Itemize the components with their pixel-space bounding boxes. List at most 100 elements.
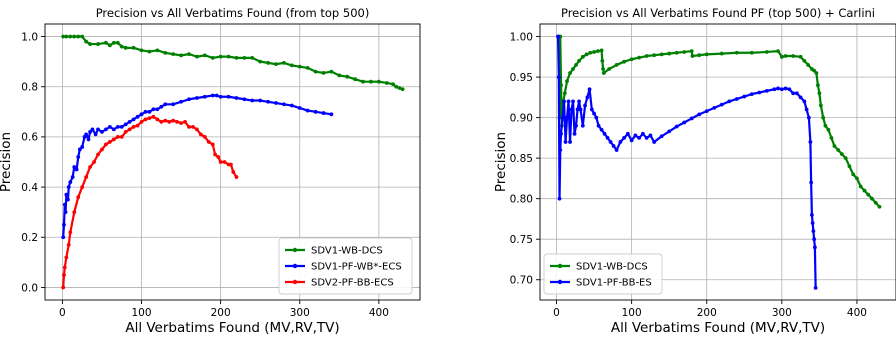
left-series-2-point-25 bbox=[147, 116, 152, 120]
left-series-1-point-23 bbox=[107, 124, 112, 129]
left-xtick-label-0: 0 bbox=[59, 307, 66, 319]
left-series-1-point-12 bbox=[77, 147, 82, 152]
right-series-1-point-72 bbox=[811, 229, 816, 234]
left-series-0-point-37 bbox=[305, 66, 310, 70]
left-legend-label-1: SDV1-PF-WB*-ECS bbox=[311, 262, 402, 273]
left-series-2-point-7 bbox=[76, 195, 81, 200]
left-series-0-point-24 bbox=[202, 53, 207, 58]
right-series-1-point-45 bbox=[682, 120, 687, 125]
right-series-1-point-26 bbox=[599, 127, 604, 132]
left-series-2-point-36 bbox=[191, 124, 195, 129]
left-series-2-point-41 bbox=[210, 142, 215, 147]
left-ytick-label-0: 0.0 bbox=[21, 282, 38, 294]
left-series-0-point-31 bbox=[258, 59, 263, 64]
right-series-0-point-22 bbox=[614, 63, 619, 67]
right-series-0-point-18 bbox=[600, 58, 605, 63]
right-series-1-point-10 bbox=[568, 140, 572, 144]
left-series-0-point-41 bbox=[337, 73, 342, 78]
right-xtick-label-2: 200 bbox=[697, 307, 717, 319]
right-series-1 bbox=[556, 34, 818, 290]
left-series-2-point-43 bbox=[216, 155, 221, 159]
right-series-1-point-2 bbox=[557, 196, 562, 201]
left-series-1-point-48 bbox=[242, 97, 247, 102]
right-series-0-point-60 bbox=[843, 156, 848, 161]
left-series-0-point-11 bbox=[111, 40, 116, 45]
right-series-1-point-3 bbox=[558, 148, 563, 152]
right-series-1-point-8 bbox=[565, 115, 569, 120]
right-series-1-point-15 bbox=[575, 107, 580, 112]
right-series-1-point-31 bbox=[614, 148, 619, 152]
left-series-0-point-23 bbox=[194, 54, 199, 59]
right-series-0-point-35 bbox=[704, 52, 709, 57]
right-series-1-point-73 bbox=[812, 237, 817, 242]
left-series-0-point-28 bbox=[234, 55, 239, 60]
right-series-1-point-23 bbox=[592, 111, 596, 116]
right-series-1-point-67 bbox=[806, 115, 811, 120]
left-series-2-point-5 bbox=[68, 230, 73, 235]
left-xtick-label-3: 300 bbox=[290, 307, 310, 319]
left-series-1-point-26 bbox=[119, 124, 124, 129]
left-series-0-point-36 bbox=[297, 64, 302, 69]
right-series-1-point-42 bbox=[659, 134, 664, 139]
left-series-0 bbox=[61, 34, 405, 92]
right-series-1-point-58 bbox=[776, 86, 780, 91]
right-series-1-point-13 bbox=[572, 131, 577, 136]
right-series-1-point-21 bbox=[587, 87, 592, 92]
left-series-2-point-4 bbox=[66, 242, 71, 247]
left-series-1-point-13 bbox=[80, 145, 85, 149]
right-series-0-point-44 bbox=[798, 54, 803, 59]
left-series-0-point-48 bbox=[391, 82, 396, 87]
left-series-2-point-28 bbox=[159, 119, 164, 124]
left-series-2-point-48 bbox=[231, 170, 236, 174]
right-series-0-point-10 bbox=[574, 63, 578, 67]
right-series-0-point-64 bbox=[858, 184, 863, 189]
right-series-1-point-36 bbox=[633, 133, 638, 138]
right-series-0-point-32 bbox=[689, 49, 694, 54]
right-series-0-point-15 bbox=[592, 50, 596, 54]
left-series-1-point-51 bbox=[266, 99, 271, 104]
left-series-2-point-24 bbox=[143, 117, 148, 122]
left-series-0-point-34 bbox=[282, 60, 286, 65]
right-series-0-point-49 bbox=[814, 71, 819, 75]
right-series-0-point-46 bbox=[806, 63, 811, 67]
right-series-0-point-55 bbox=[826, 127, 831, 132]
left-series-0-point-39 bbox=[321, 71, 326, 75]
left-xtick-label-4: 400 bbox=[369, 307, 389, 319]
left-y-axis-label: Precision bbox=[0, 132, 14, 192]
left-series-1-point-17 bbox=[88, 129, 92, 134]
right-series-0-point-9 bbox=[571, 67, 575, 71]
right-series-0-point-66 bbox=[866, 192, 871, 197]
right-series-1-point-49 bbox=[712, 105, 717, 110]
left-series-0-point-35 bbox=[289, 63, 294, 68]
left-series-0-point-10 bbox=[107, 43, 112, 48]
left-series-0-point-43 bbox=[353, 77, 358, 82]
right-series-0-point-62 bbox=[851, 172, 856, 177]
left-series-2-point-6 bbox=[72, 210, 77, 215]
right-series-1-point-27 bbox=[602, 131, 607, 136]
right-series-0-point-61 bbox=[847, 164, 852, 169]
left-series-1-point-19 bbox=[93, 132, 98, 137]
right-legend-marker-0 bbox=[557, 263, 563, 269]
left-series-1-point-38 bbox=[171, 102, 176, 107]
left-series-2-point-21 bbox=[131, 124, 136, 129]
left-series-1-point-34 bbox=[151, 107, 156, 112]
right-series-0-point-37 bbox=[734, 50, 739, 55]
left-series-1-point-36 bbox=[159, 104, 164, 109]
left-chart: 0 100 200 300 400 0.0 0.2 0.4 0.6 0.8 1.0 Precision… bbox=[0, 6, 421, 336]
left-series-1-point-9 bbox=[72, 165, 77, 169]
right-series-0-point-26 bbox=[644, 54, 649, 58]
right-series-1-point-46 bbox=[689, 116, 694, 121]
right-series-0-point-59 bbox=[840, 152, 844, 156]
left-series-1-point-35 bbox=[155, 107, 160, 112]
left-series-1-point-25 bbox=[115, 124, 120, 129]
left-series-0-point-40 bbox=[329, 69, 334, 74]
left-series-2-point-30 bbox=[167, 119, 172, 124]
left-series-0-point-3 bbox=[72, 34, 77, 39]
right-series-0-point-50 bbox=[815, 83, 820, 88]
right-series-0-point-7 bbox=[565, 79, 569, 84]
right-series-0-point-11 bbox=[577, 58, 581, 63]
right-series-1-point-33 bbox=[622, 135, 627, 140]
right-series-1-point-25 bbox=[596, 123, 601, 128]
right-series-0-line bbox=[557, 35, 881, 208]
left-series-2-point-9 bbox=[84, 175, 89, 179]
